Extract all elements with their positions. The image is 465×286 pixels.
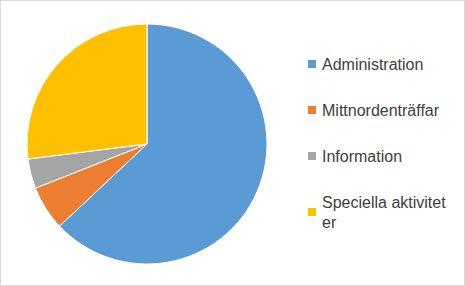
svg-text:Speciella aktivitet: Speciella aktivitet bbox=[322, 194, 446, 211]
svg-text:er: er bbox=[322, 214, 337, 231]
svg-text:Administration: Administration bbox=[322, 56, 423, 73]
svg-text:Information: Information bbox=[322, 148, 402, 165]
svg-text:Mittnordenträffar: Mittnordenträffar bbox=[322, 102, 440, 119]
